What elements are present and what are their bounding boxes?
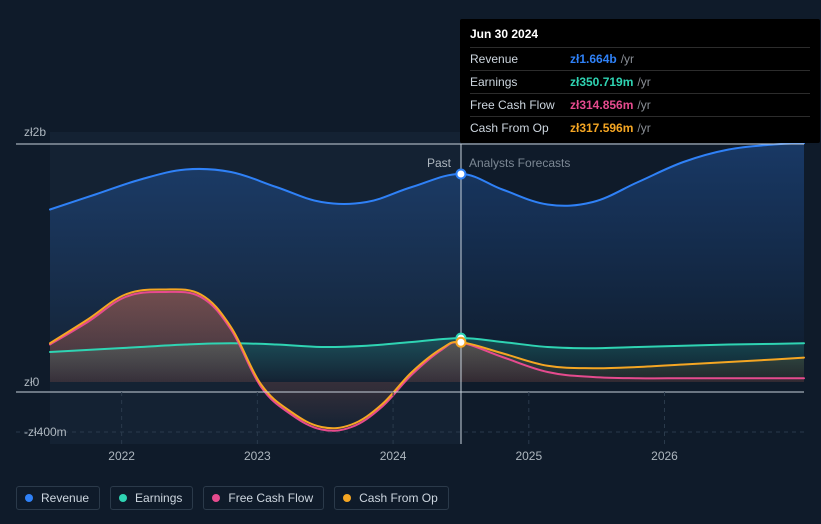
legend: Revenue Earnings Free Cash Flow Cash From O… [16,486,449,510]
legend-item-earnings[interactable]: Earnings [110,486,193,510]
svg-text:-zł400m: -zł400m [24,425,67,439]
tooltip-row: Revenuezł1.664b/yr [470,48,810,71]
legend-dot-icon [343,494,351,502]
tooltip-row-value: zł314.856m/yr [560,94,810,117]
svg-text:2022: 2022 [108,449,135,463]
svg-text:zł0: zł0 [24,375,40,389]
tooltip-row: Earningszł350.719m/yr [470,71,810,94]
tooltip: Jun 30 2024 Revenuezł1.664b/yrEarningszł… [460,19,820,143]
svg-text:2025: 2025 [515,449,542,463]
svg-text:2026: 2026 [651,449,678,463]
tooltip-row: Cash From Opzł317.596m/yr [470,117,810,140]
tooltip-table: Revenuezł1.664b/yrEarningszł350.719m/yrF… [470,47,810,139]
tooltip-row-label: Earnings [470,71,560,94]
tooltip-row-label: Cash From Op [470,117,560,140]
legend-item-label: Free Cash Flow [228,491,313,505]
legend-item-label: Cash From Op [359,491,438,505]
tooltip-row-value: zł1.664b/yr [560,48,810,71]
svg-text:2024: 2024 [380,449,407,463]
legend-item-revenue[interactable]: Revenue [16,486,100,510]
legend-item-label: Revenue [41,491,89,505]
legend-item-cfo[interactable]: Cash From Op [334,486,449,510]
tooltip-title: Jun 30 2024 [470,25,810,43]
chart-container: 20222023202420252026zł2bzł0-zł400m Past … [0,0,821,524]
svg-text:2023: 2023 [244,449,271,463]
past-label: Past [427,156,451,170]
legend-item-label: Earnings [135,491,182,505]
tooltip-row-value: zł350.719m/yr [560,71,810,94]
tooltip-row-label: Revenue [470,48,560,71]
legend-dot-icon [119,494,127,502]
tooltip-row-label: Free Cash Flow [470,94,560,117]
forecast-label: Analysts Forecasts [469,156,570,170]
legend-item-fcf[interactable]: Free Cash Flow [203,486,324,510]
tooltip-row-value: zł317.596m/yr [560,117,810,140]
legend-dot-icon [25,494,33,502]
legend-dot-icon [212,494,220,502]
svg-text:zł2b: zł2b [24,125,46,139]
tooltip-row: Free Cash Flowzł314.856m/yr [470,94,810,117]
